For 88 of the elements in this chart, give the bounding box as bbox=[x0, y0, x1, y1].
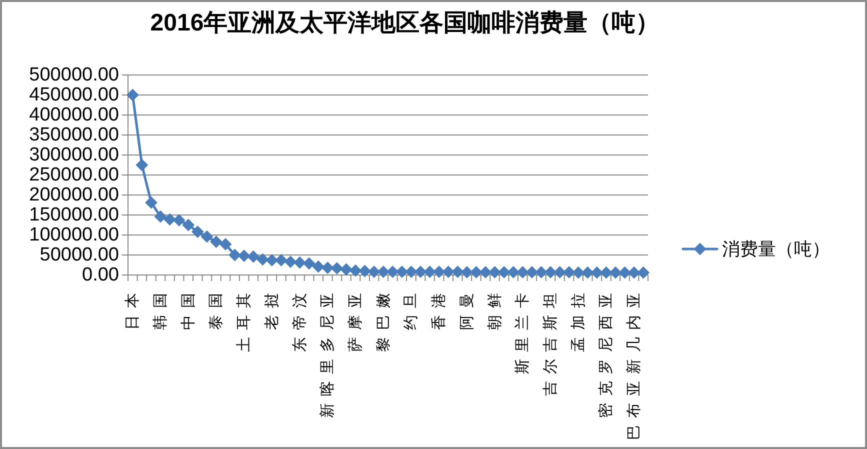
x-tick-label: 斯里兰卡 bbox=[514, 286, 532, 374]
x-tick-label: 新喀里多尼亚 bbox=[319, 286, 336, 418]
y-tick-label: 0.00 bbox=[82, 264, 119, 286]
point bbox=[256, 253, 269, 266]
point bbox=[173, 214, 186, 226]
point bbox=[610, 266, 622, 279]
point bbox=[507, 266, 520, 278]
point bbox=[368, 266, 380, 278]
point bbox=[322, 262, 334, 274]
y-tick-label: 400000.00 bbox=[29, 104, 119, 126]
x-tick-label: 土耳其 bbox=[236, 286, 253, 352]
point bbox=[396, 266, 408, 278]
point bbox=[192, 226, 204, 238]
point bbox=[294, 256, 306, 269]
x-tick-label: 中国 bbox=[180, 286, 197, 330]
point bbox=[330, 262, 343, 274]
point bbox=[210, 236, 222, 248]
x-tick-label: 巴布亚新几内亚 bbox=[626, 286, 643, 440]
point bbox=[340, 263, 352, 276]
x-tick-label: 黎巴嫩 bbox=[374, 286, 392, 352]
x-tick-label: 香港 bbox=[430, 286, 448, 330]
point bbox=[350, 264, 362, 277]
x-tick-label: 约旦 bbox=[402, 286, 420, 330]
y-tick-label: 100000.00 bbox=[29, 224, 119, 246]
point bbox=[266, 254, 278, 266]
point bbox=[247, 250, 260, 263]
point bbox=[126, 89, 139, 101]
x-tick-label: 老挝 bbox=[263, 286, 280, 330]
x-tick-label: 萨摩亚 bbox=[347, 286, 364, 352]
x-tick-label: 韩国 bbox=[152, 286, 169, 330]
x-tick-label: 东帝汶 bbox=[291, 286, 308, 352]
point bbox=[433, 266, 446, 278]
point bbox=[136, 159, 148, 171]
point bbox=[452, 266, 464, 278]
point bbox=[424, 266, 436, 278]
point bbox=[164, 213, 176, 226]
point bbox=[470, 266, 482, 278]
chart-title: 2016年亚洲及太平洋地区各国咖啡消费量（吨） bbox=[150, 10, 660, 36]
point bbox=[480, 266, 492, 278]
y-tick-label: 300000.00 bbox=[29, 144, 119, 166]
x-tick-label: 孟加拉 bbox=[570, 286, 587, 352]
point bbox=[358, 265, 371, 277]
point bbox=[442, 266, 454, 278]
x-tick-label: 泰国 bbox=[208, 286, 225, 330]
point bbox=[554, 266, 566, 278]
y-tick-label: 200000.00 bbox=[29, 184, 119, 206]
point bbox=[572, 266, 584, 279]
point bbox=[145, 196, 158, 209]
point bbox=[303, 257, 316, 270]
point bbox=[637, 266, 650, 279]
point bbox=[488, 266, 501, 278]
point bbox=[563, 266, 576, 278]
point bbox=[386, 266, 399, 278]
point bbox=[284, 256, 296, 268]
x-tick-label: 吉尔吉斯坦 bbox=[542, 286, 559, 396]
x-tick-label: 日本 bbox=[124, 286, 142, 330]
point bbox=[228, 249, 241, 261]
point bbox=[182, 219, 194, 231]
point bbox=[600, 266, 612, 279]
point bbox=[414, 266, 426, 278]
point bbox=[535, 266, 548, 278]
point bbox=[238, 250, 250, 262]
point bbox=[516, 266, 529, 278]
point bbox=[405, 266, 418, 278]
point bbox=[154, 210, 166, 223]
y-tick-label: 250000.00 bbox=[29, 164, 119, 186]
point bbox=[377, 266, 390, 278]
y-tick-label: 50000.00 bbox=[40, 244, 119, 266]
point bbox=[590, 266, 603, 279]
point bbox=[220, 238, 232, 250]
y-tick-label: 150000.00 bbox=[29, 204, 119, 226]
point bbox=[544, 266, 556, 278]
y-tick-label: 450000.00 bbox=[29, 84, 119, 106]
y-tick-label: 350000.00 bbox=[29, 124, 119, 146]
point bbox=[200, 230, 213, 243]
point bbox=[498, 266, 510, 278]
point bbox=[582, 266, 594, 279]
x-tick-label: 密克罗尼西亚 bbox=[598, 286, 615, 418]
y-tick-label: 500000.00 bbox=[29, 64, 119, 86]
point bbox=[618, 266, 631, 279]
point bbox=[526, 266, 538, 278]
x-tick-label: 阿曼 bbox=[458, 286, 476, 330]
x-tick-label: 朝鲜 bbox=[486, 286, 504, 330]
point bbox=[275, 254, 288, 266]
point bbox=[628, 266, 640, 279]
legend-label: 消费量（吨） bbox=[722, 239, 830, 259]
point bbox=[312, 260, 324, 273]
point bbox=[460, 266, 473, 278]
